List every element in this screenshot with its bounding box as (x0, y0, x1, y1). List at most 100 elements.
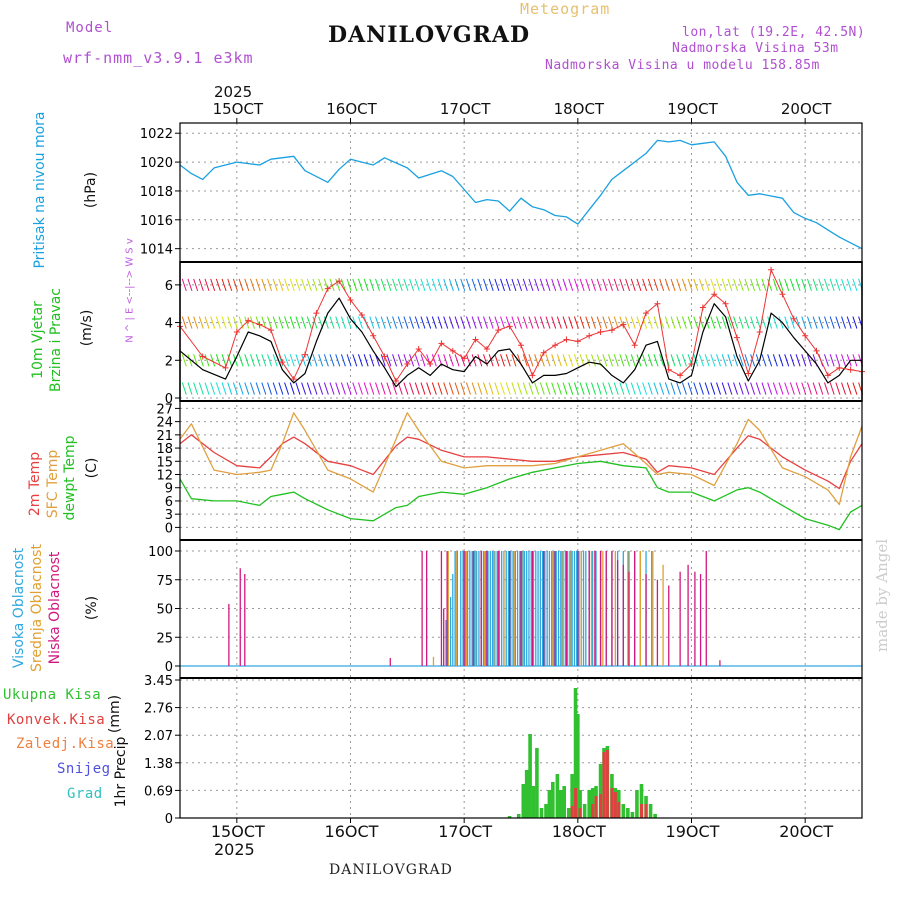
wind-direction-arrow (528, 354, 534, 367)
wind-direction-arrow (494, 278, 500, 292)
y-tick-label: 2.76 (144, 702, 173, 717)
wind-gust-marker (518, 342, 524, 349)
wind-gust-marker (415, 345, 422, 352)
wind-direction-arrow (659, 354, 665, 367)
wind-direction-arrow (329, 316, 335, 329)
wind-direction-arrow (551, 354, 557, 367)
wind-direction-arrow (670, 354, 676, 367)
wind-direction-arrow (357, 278, 363, 292)
wind-direction-arrow (835, 354, 841, 367)
wind-direction-arrow (585, 382, 591, 395)
wind-gust-marker (722, 300, 729, 307)
wind-direction-arrow (488, 316, 494, 329)
wind-direction-arrow (198, 316, 204, 329)
wind-direction-arrow (352, 316, 358, 329)
wind-gust-marker (779, 291, 786, 298)
legend-conv-rain: Konvek.Kisa (7, 712, 106, 728)
wind-direction-arrow (750, 354, 756, 367)
wind-direction-arrow (653, 382, 659, 395)
wind-direction-arrow (522, 278, 528, 292)
wind-direction-arrow (852, 278, 858, 292)
wind-direction-arrow (556, 354, 562, 367)
y-tick-label: 0 (165, 812, 173, 827)
wind-direction-arrow (306, 278, 312, 292)
wind-direction-arrow (545, 354, 551, 367)
wind-direction-arrow (551, 278, 557, 292)
wind-direction-arrow (409, 316, 415, 329)
wind-direction-arrow (596, 278, 602, 292)
wind-direction-arrow (539, 354, 545, 367)
wind-gust-marker (597, 329, 604, 335)
wind-direction-arrow (585, 316, 591, 329)
wind-direction-arrow (477, 354, 483, 367)
wind-direction-arrow (261, 316, 267, 329)
wind-direction-arrow (318, 278, 324, 292)
precip-conv-bar (602, 752, 606, 818)
wind-direction-arrow (500, 382, 506, 395)
wind-direction-arrow (738, 354, 744, 367)
wind-direction-arrow (704, 354, 710, 367)
wind-direction-arrow (636, 382, 642, 395)
y-tick-label: 1020 (140, 156, 173, 171)
wind-direction-arrow (312, 382, 318, 395)
wind-direction-arrow (460, 382, 466, 395)
precip-total-bar (507, 816, 512, 818)
station-title: DANILOVGRAD (328, 22, 531, 48)
wind-direction-arrow (812, 316, 818, 329)
wind-direction-arrow (568, 354, 574, 367)
wind-direction-arrow (380, 382, 386, 395)
wind-direction-arrow (335, 316, 341, 329)
y-tick-label: 12 (156, 469, 173, 484)
wind-direction-arrow (181, 354, 187, 367)
wind-direction-arrow (465, 382, 471, 395)
frame-layer (175, 118, 863, 823)
wind-direction-arrow (204, 316, 210, 329)
wind-direction-arrow (477, 278, 483, 292)
wind-gust-marker (768, 266, 775, 273)
wind-direction-arrow (647, 354, 653, 367)
wind-direction-arrow (261, 278, 267, 292)
y-tick-label: 21 (156, 429, 173, 444)
wind-direction-arrow (573, 354, 579, 367)
wind-direction-arrow (295, 354, 301, 367)
wind-direction-arrow (198, 382, 204, 395)
y-tick-label: 50 (156, 603, 173, 618)
y-tick-label: 18 (156, 442, 173, 457)
wind-direction-arrow (380, 316, 386, 329)
wind-direction-arrow (420, 316, 426, 329)
wind-direction-arrow (500, 354, 506, 367)
wind-direction-arrow (829, 354, 835, 367)
wind-gust-marker (256, 321, 263, 328)
wind-direction-arrow (556, 382, 562, 395)
wind-direction-arrow (369, 278, 375, 292)
wind-direction-arrow (295, 382, 301, 395)
wind-direction-arrow (215, 354, 221, 367)
y-tick-label: 1014 (140, 243, 173, 258)
wind-direction-arrow (778, 382, 784, 395)
wind-direction-arrow (443, 278, 449, 292)
wind-direction-arrow (710, 354, 716, 367)
x-tick-label-bottom: 17OCT (438, 822, 492, 841)
wind-direction-arrow (630, 278, 636, 292)
wind-direction-arrow (698, 382, 704, 395)
wind-direction-arrow (369, 354, 375, 367)
legend-hail: Grad (67, 786, 103, 802)
wind-gust-marker (290, 376, 297, 383)
wind-direction-arrow (744, 354, 750, 367)
wind-direction-arrow (187, 354, 193, 367)
precip-conv-bar (594, 796, 598, 818)
wind-direction-arrow (392, 354, 398, 367)
wind-direction-arrow (471, 316, 477, 329)
wind-direction-arrow (193, 382, 199, 395)
y-tick-label: 24 (156, 416, 173, 431)
wind-direction-arrow (426, 278, 432, 292)
wind-direction-arrow (835, 382, 841, 395)
wind-direction-arrow (738, 382, 744, 395)
wind-direction-arrow (238, 382, 244, 395)
temp-sfc-line (179, 412, 863, 506)
wind-direction-arrow (653, 316, 659, 329)
wind-direction-arrow (789, 278, 795, 292)
precip-total-bar (535, 748, 539, 818)
wind-gust-marker (790, 315, 797, 322)
wind-gust-marker (677, 372, 684, 379)
